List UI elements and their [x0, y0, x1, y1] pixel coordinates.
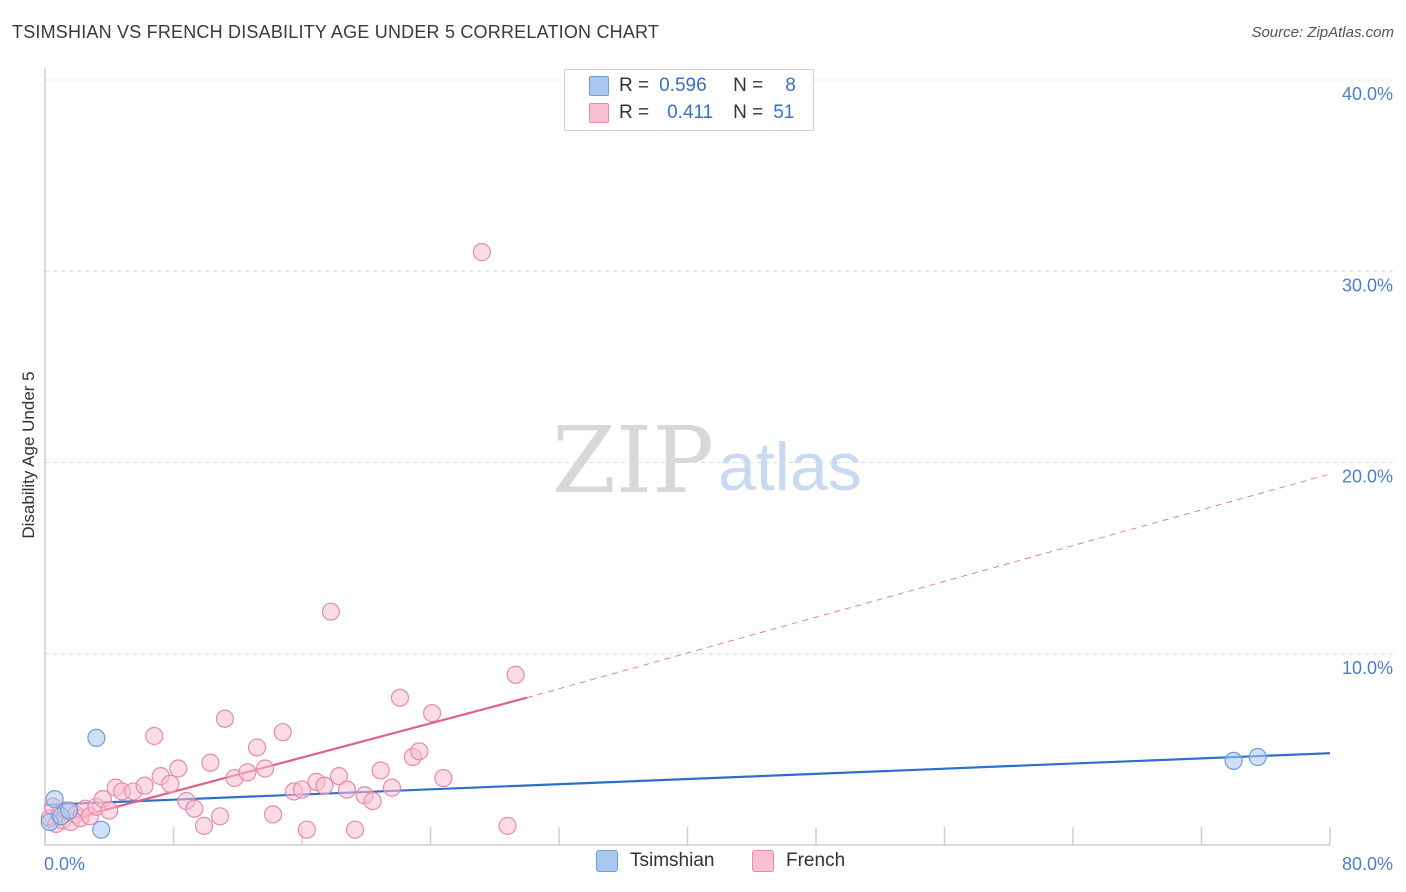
point-french [382, 778, 402, 797]
series-swatch-french [752, 850, 774, 872]
source-label: Source: ZipAtlas.com [1251, 24, 1394, 41]
point-french [185, 799, 204, 818]
series-legend-french[interactable]: French [752, 850, 845, 872]
point-french [263, 805, 283, 824]
point-french [100, 801, 119, 820]
series-swatch-tsimshian [596, 850, 618, 872]
point-french [434, 768, 453, 788]
point-tsimshian [1248, 747, 1267, 767]
watermark-zip: ZIP [552, 407, 714, 514]
legend-swatch-tsimshian [589, 76, 609, 96]
point-french [506, 665, 525, 684]
x-tick-label: 0.0% [44, 854, 85, 874]
point-french [337, 780, 357, 799]
series-legend-tsimshian[interactable]: Tsimshian [596, 850, 714, 872]
point-french [371, 761, 390, 780]
watermark: ZIP atlas [552, 407, 862, 514]
series-label-french: French [786, 850, 846, 871]
series-label-tsimshian: Tsimshian [630, 850, 715, 871]
chart-title: TSIMSHIAN VS FRENCH DISABILITY AGE UNDER… [12, 22, 660, 42]
point-french [210, 807, 230, 826]
point-french [215, 709, 234, 728]
stats-legend: R = 0.596 N = 8 R = 0.411 N = 51 [564, 69, 814, 131]
point-french [194, 816, 214, 835]
point-tsimshian [1224, 751, 1243, 770]
trend-extension-french [526, 473, 1331, 699]
legend-row-french: R = 0.411 N = 51 [589, 100, 794, 126]
point-french [145, 726, 164, 746]
point-french [297, 820, 316, 839]
point-french [423, 703, 442, 723]
point-tsimshian [92, 820, 111, 839]
point-tsimshian [45, 789, 64, 809]
legend-n-label: N = [733, 75, 764, 96]
point-french [135, 776, 154, 795]
legend-r-label: R = [619, 75, 650, 96]
point-french [273, 723, 292, 742]
point-french [238, 763, 257, 782]
point-tsimshian [59, 801, 79, 820]
point-french [345, 820, 365, 839]
point-tsimshian [87, 728, 106, 748]
point-french [321, 602, 341, 621]
y-tick-label: 40.0% [1342, 84, 1393, 104]
tick-labels: 10.0% 20.0% 30.0% 40.0% 0.0% 80.0% [44, 84, 1393, 874]
x-tick-label: 80.0% [1342, 854, 1393, 874]
series-legend: Tsimshian French [0, 850, 1406, 878]
grid [45, 79, 1395, 655]
point-french [292, 780, 312, 799]
point-french [410, 742, 429, 761]
trend-line-tsimshian [44, 752, 1331, 806]
point-french [363, 791, 382, 811]
y-tick-label: 30.0% [1342, 275, 1393, 295]
y-tick-label: 10.0% [1342, 658, 1393, 678]
legend-row-tsimshian: R = 0.596 N = 8 [589, 73, 796, 99]
point-french [472, 243, 491, 262]
trend-lines [44, 473, 1331, 827]
y-axis-label: Disability Age Under 5 [19, 371, 38, 538]
legend-swatch-french [589, 103, 609, 123]
watermark-atlas: atlas [718, 429, 862, 505]
point-french [390, 688, 410, 707]
legend-n-value: 8 [785, 75, 796, 96]
point-french [315, 776, 334, 795]
trend-line-french [44, 696, 528, 827]
legend-r-label: R = [619, 102, 650, 123]
legend-n-label: N = [733, 102, 764, 123]
legend-n-value: 51 [773, 102, 795, 123]
y-tick-label: 20.0% [1342, 467, 1393, 487]
point-french [498, 816, 517, 835]
point-french [161, 774, 180, 793]
axes [44, 68, 1331, 846]
point-french [169, 759, 188, 778]
point-french [255, 759, 275, 778]
point-french [247, 738, 267, 757]
legend-r-value: 0.596 [659, 75, 707, 96]
point-french [201, 753, 220, 772]
point-french [329, 767, 349, 786]
legend-r-value: 0.411 [667, 102, 714, 123]
data-points [40, 243, 1267, 839]
